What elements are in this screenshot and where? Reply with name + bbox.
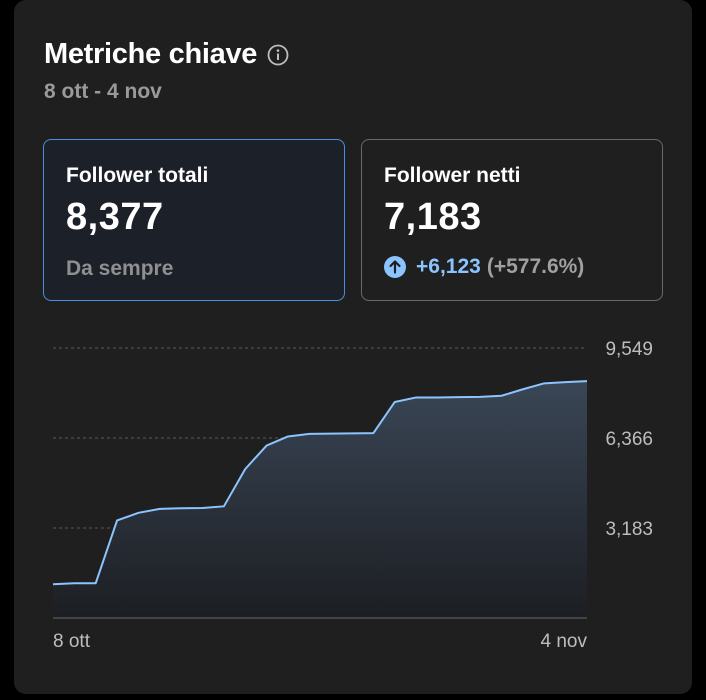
y-tick-label: 3,183 xyxy=(605,519,653,540)
y-tick-label: 6,366 xyxy=(605,429,653,450)
metric-card-net-followers[interactable]: Follower netti 7,183 +6,123 (+577.6%) xyxy=(361,139,663,301)
metric-card-total-followers[interactable]: Follower totali 8,377 Da sempre xyxy=(43,139,345,301)
metric-value: 8,377 xyxy=(66,196,164,238)
metric-value: 7,183 xyxy=(384,196,482,238)
info-icon[interactable] xyxy=(267,44,289,66)
metric-label: Follower totali xyxy=(66,164,209,187)
delta-row: +6,123 (+577.6%) xyxy=(384,255,584,279)
series-area xyxy=(53,381,587,618)
x-tick-label-start: 8 ott xyxy=(53,631,91,652)
arrow-up-circle-icon xyxy=(384,256,406,278)
metric-sub-label: Da sempre xyxy=(66,257,174,280)
y-tick-label: 9,549 xyxy=(605,339,653,360)
title-row: Metriche chiave xyxy=(44,38,289,71)
delta-percent: (+577.6%) xyxy=(486,255,585,278)
delta-value: +6,123 xyxy=(416,255,481,278)
series-line xyxy=(52,380,588,586)
metric-label: Follower netti xyxy=(384,164,521,187)
date-range: 8 ott - 4 nov xyxy=(44,80,162,103)
x-tick-label-end: 4 nov xyxy=(541,631,588,652)
card-title: Metriche chiave xyxy=(44,38,258,70)
